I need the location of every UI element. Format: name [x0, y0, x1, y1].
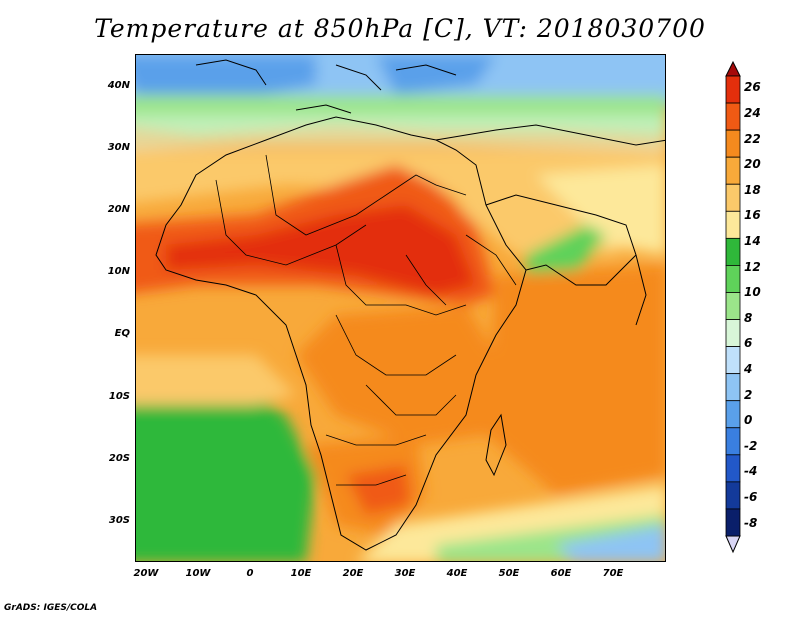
colorbar-segment	[725, 265, 741, 293]
lat-label-20s: 20S	[108, 453, 130, 464]
colorbar-segment	[725, 129, 741, 158]
colorbar-label: -6	[744, 490, 758, 504]
colorbar-label: 22	[744, 132, 761, 146]
chart-title: Temperature at 850hPa [C], VT: 201803070…	[94, 14, 706, 43]
colorbar-label: 14	[744, 234, 761, 248]
colorbar-segment	[725, 156, 741, 185]
colorbar-segment	[725, 75, 741, 104]
colorbar-segment	[725, 481, 741, 510]
colorbar-segment	[725, 454, 741, 483]
lat-label-40n: 40N	[107, 80, 130, 91]
lon-label-10e: 10E	[290, 568, 312, 579]
colorbar-segment	[725, 319, 741, 347]
lon-label-20w: 20W	[133, 568, 159, 579]
lon-label-30e: 30E	[394, 568, 416, 579]
colorbar-label: 4	[744, 362, 753, 376]
colorbar-segment	[725, 183, 741, 212]
lat-label-10s: 10S	[108, 391, 130, 402]
colorbar-label: 8	[744, 311, 753, 325]
lon-label-20e: 20E	[342, 568, 364, 579]
colorbar-label: 2	[744, 388, 753, 402]
lat-label-20n: 20N	[107, 204, 130, 215]
lon-label-70e: 70E	[602, 568, 624, 579]
colorbar-segment	[725, 210, 741, 239]
lon-label-10w: 10W	[185, 568, 211, 579]
lon-label-40e: 40E	[446, 568, 468, 579]
lat-label-10n: 10N	[107, 266, 130, 277]
colorbar-label: 20	[744, 157, 761, 171]
colorbar-label: -2	[744, 439, 758, 453]
colorbar-label: 12	[744, 260, 761, 274]
colorbar-label: 16	[744, 208, 761, 222]
map-field	[136, 55, 665, 561]
colorbar-label: 0	[744, 413, 753, 427]
colorbar-segment	[725, 373, 741, 402]
colorbar-label: -4	[744, 464, 758, 478]
lon-label-60e: 60E	[550, 568, 572, 579]
colorbar-segment	[725, 292, 741, 320]
colorbar-label: 24	[744, 106, 761, 120]
colorbar-label: 6	[744, 336, 753, 350]
footer-credit: GrADS: IGES/COLA	[4, 603, 98, 613]
colorbar-label: 18	[744, 183, 761, 197]
lon-label-0: 0	[246, 568, 254, 579]
colorbar-label: 10	[744, 285, 761, 299]
lon-label-50e: 50E	[498, 568, 520, 579]
colorbar	[725, 60, 741, 554]
temperature-map	[135, 54, 666, 562]
colorbar-top-arrow	[725, 60, 741, 77]
lat-label-30s: 30S	[108, 515, 130, 526]
colorbar-label: -8	[744, 516, 758, 530]
lat-label-eq: EQ	[114, 328, 130, 339]
colorbar-segment	[725, 102, 741, 131]
colorbar-segment	[725, 427, 741, 456]
colorbar-segment	[725, 346, 741, 375]
colorbar-segment	[725, 400, 741, 429]
colorbar-label: 26	[744, 80, 761, 94]
colorbar-segment	[725, 508, 741, 537]
lat-label-30n: 30N	[107, 142, 130, 153]
colorbar-bottom-arrow	[725, 535, 741, 554]
colorbar-segment	[725, 237, 741, 266]
